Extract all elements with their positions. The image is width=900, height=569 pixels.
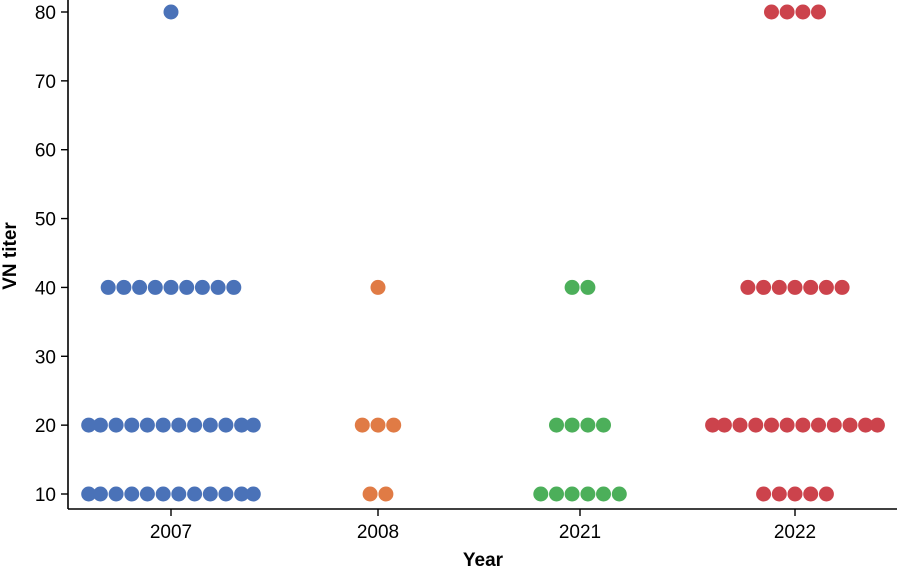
data-point: [147, 279, 163, 295]
data-point: [163, 279, 179, 295]
data-point: [580, 279, 596, 295]
data-point: [155, 486, 171, 502]
data-point: [234, 486, 250, 502]
data-point: [386, 417, 402, 433]
data-point: [834, 279, 850, 295]
data-point: [155, 417, 171, 433]
data-point: [732, 417, 748, 433]
data-point: [811, 4, 826, 20]
data-point: [163, 4, 179, 20]
data-point: [100, 279, 116, 295]
data-point: [740, 279, 756, 295]
data-point: [124, 417, 140, 433]
data-point: [171, 417, 187, 433]
data-point: [354, 417, 370, 433]
data-point: [187, 486, 203, 502]
data-point: [771, 279, 787, 295]
y-tick-label: 80: [35, 3, 56, 24]
data-point: [611, 486, 627, 502]
x-tick-label: 2022: [774, 522, 816, 543]
data-point: [549, 486, 564, 502]
data-point: [869, 417, 885, 433]
data-point: [234, 417, 250, 433]
data-point: [716, 417, 732, 433]
data-point: [748, 417, 764, 433]
y-tick-label: 40: [35, 278, 56, 299]
data-point: [580, 486, 596, 502]
data-point: [596, 417, 611, 433]
data-point: [194, 279, 210, 295]
y-tick-label: 50: [35, 210, 56, 231]
data-point: [756, 486, 772, 502]
data-point: [811, 417, 826, 433]
data-point: [549, 417, 564, 433]
data-point: [92, 486, 108, 502]
data-point: [139, 486, 155, 502]
data-points: [81, 4, 885, 502]
y-tick-label: 20: [35, 416, 56, 437]
data-point: [564, 486, 580, 502]
data-point: [92, 417, 108, 433]
data-point: [171, 486, 187, 502]
data-point: [564, 279, 580, 295]
x-axis-ticks: 2007 2008 2021 2022: [150, 509, 816, 543]
data-point: [370, 417, 386, 433]
data-point: [826, 417, 842, 433]
x-tick-label: 2007: [150, 522, 192, 543]
data-point: [116, 279, 132, 295]
data-point: [787, 279, 803, 295]
data-point: [764, 417, 779, 433]
data-point: [378, 486, 394, 502]
data-point: [81, 417, 97, 433]
data-point: [370, 279, 386, 295]
data-point: [705, 417, 721, 433]
data-point: [132, 279, 148, 295]
data-point: [564, 417, 580, 433]
data-point: [842, 417, 858, 433]
x-tick-label: 2021: [559, 522, 601, 543]
data-point: [580, 417, 596, 433]
data-point: [210, 279, 226, 295]
data-point: [858, 417, 874, 433]
data-point: [108, 486, 124, 502]
data-point: [245, 486, 261, 502]
data-point: [764, 4, 779, 20]
data-point: [533, 486, 549, 502]
data-point: [218, 417, 234, 433]
data-point: [596, 486, 611, 502]
y-axis-ticks: 10 20 30 40 50 60 70 80: [35, 3, 68, 506]
y-axis-title: VN titer: [0, 222, 21, 290]
data-point: [803, 486, 819, 502]
x-axis-title: Year: [463, 550, 504, 569]
data-point: [81, 486, 97, 502]
data-point: [218, 486, 234, 502]
y-tick-label: 10: [35, 485, 56, 506]
data-point: [803, 279, 819, 295]
data-point: [202, 486, 218, 502]
data-point: [226, 279, 242, 295]
data-point: [779, 417, 795, 433]
data-point: [795, 4, 811, 20]
data-point: [362, 486, 378, 502]
data-point: [187, 417, 203, 433]
data-point: [202, 417, 218, 433]
data-point: [124, 486, 140, 502]
y-tick-label: 60: [35, 141, 56, 162]
data-point: [108, 417, 124, 433]
data-point: [179, 279, 195, 295]
data-point: [818, 279, 834, 295]
y-tick-label: 30: [35, 347, 56, 368]
y-tick-label: 70: [35, 72, 56, 93]
data-point: [779, 4, 795, 20]
data-point: [756, 279, 772, 295]
x-tick-label: 2008: [357, 522, 399, 543]
data-point: [245, 417, 261, 433]
data-point: [787, 486, 803, 502]
data-point: [795, 417, 811, 433]
data-point: [139, 417, 155, 433]
data-point: [771, 486, 787, 502]
data-point: [818, 486, 834, 502]
